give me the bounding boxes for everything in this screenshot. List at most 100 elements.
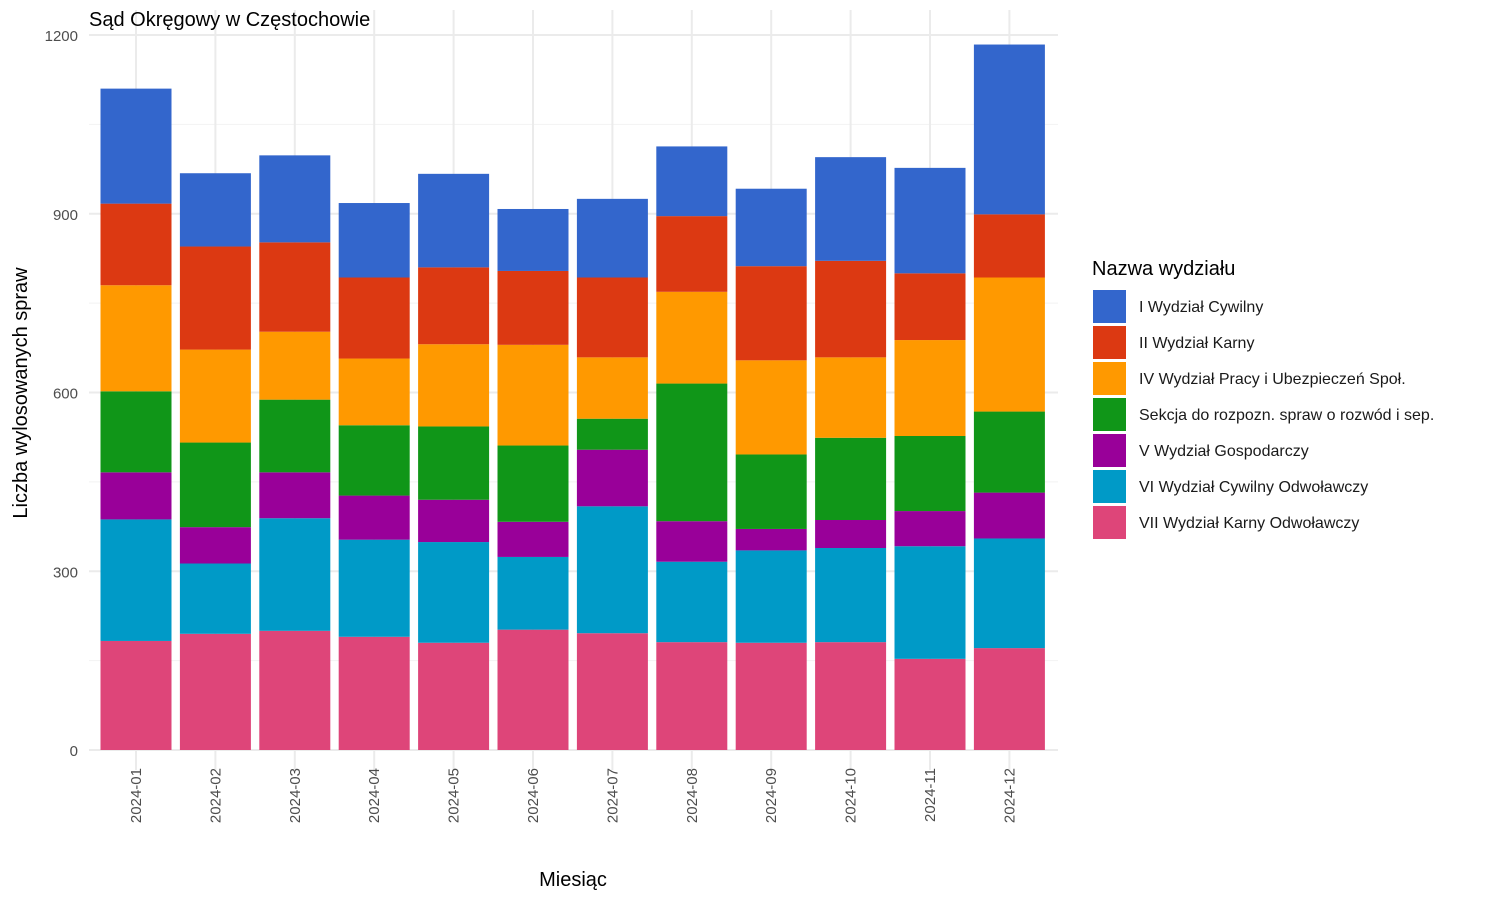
bar-segment	[418, 173, 490, 268]
bar-segment	[418, 267, 490, 345]
x-tick-label: 2024-01	[128, 768, 145, 823]
bar-segment	[815, 520, 887, 549]
bar-segment	[338, 539, 410, 637]
y-tick-label: 900	[53, 207, 78, 224]
x-tick-label: 2024-09	[763, 768, 780, 823]
bar-segment	[735, 528, 807, 551]
y-axis-title: Liczba wylosowanych spraw	[10, 267, 32, 519]
x-tick-label: 2024-07	[604, 768, 621, 823]
bar-segment	[418, 426, 490, 500]
bar-segment	[656, 216, 728, 292]
bar-segment	[973, 277, 1045, 412]
bar-segment	[418, 642, 490, 750]
bar-segment	[179, 633, 251, 750]
bar-segment	[497, 556, 569, 630]
bar-segment	[259, 472, 331, 519]
bar-segment	[497, 344, 569, 446]
bar-segment	[259, 242, 331, 332]
bar-segment	[973, 44, 1045, 215]
bar-segment	[338, 425, 410, 496]
bar-segment	[815, 157, 887, 261]
bar-segment	[497, 208, 569, 271]
bar-segment	[576, 633, 648, 750]
x-tick-label: 2024-04	[366, 768, 383, 823]
bar-segment	[338, 203, 410, 278]
legend-label: VII Wydział Karny Odwoławczy	[1139, 515, 1359, 532]
legend-swatch	[1093, 434, 1126, 467]
legend-swatch	[1093, 470, 1126, 503]
bar-segment	[338, 358, 410, 426]
legend-label: IV Wydział Pracy i Ubezpieczeń Społ.	[1139, 371, 1406, 388]
legend: Nazwa wydziału I Wydział Cywilny II Wydzi…	[1092, 258, 1434, 539]
x-axis-ticks: 2024-01 2024-02 2024-03 2024-04 2024-05 2024-…	[128, 768, 1018, 823]
chart-title: Sąd Okręgowy w Częstochowie	[89, 9, 370, 31]
x-tick-label: 2024-11	[922, 768, 939, 822]
x-tick-label: 2024-10	[843, 768, 860, 823]
bar-segment	[100, 640, 172, 750]
bar-segment	[973, 214, 1045, 278]
legend-label: VI Wydział Cywilny Odwoławczy	[1139, 479, 1368, 496]
bar-segment	[100, 203, 172, 286]
bar-segment	[656, 642, 728, 750]
bar-segment	[100, 472, 172, 520]
y-tick-label: 300	[53, 564, 78, 581]
x-tick-label: 2024-08	[684, 768, 701, 823]
bar-segment	[815, 548, 887, 643]
bar-segment	[576, 506, 648, 634]
bar-segment	[497, 445, 569, 522]
bar-segment	[973, 648, 1045, 750]
bar-segment	[894, 511, 966, 547]
bar-segment	[338, 636, 410, 750]
bar-segment	[656, 521, 728, 562]
bar-segment	[100, 285, 172, 392]
bar-segment	[656, 561, 728, 643]
bar-segment	[735, 360, 807, 455]
bar-segment	[179, 173, 251, 247]
bar-segment	[259, 399, 331, 473]
bar-segment	[338, 495, 410, 540]
bar-segment	[259, 155, 331, 243]
bar-segment	[179, 349, 251, 443]
bar-segment	[576, 198, 648, 278]
bar-segment	[259, 630, 331, 750]
bar-segment	[894, 435, 966, 512]
bar-segment	[259, 518, 331, 631]
bar-segment	[179, 527, 251, 564]
bars	[100, 44, 1045, 750]
legend-swatch	[1093, 506, 1126, 539]
bar-segment	[497, 521, 569, 557]
bar-segment	[894, 658, 966, 750]
legend-swatch	[1093, 398, 1126, 431]
bar-segment	[418, 344, 490, 427]
x-tick-label: 2024-03	[287, 768, 304, 823]
bar-segment	[576, 418, 648, 450]
bar-segment	[259, 331, 331, 400]
legend-label: Sekcja do rozpozn. spraw o rozwód i sep.	[1139, 407, 1434, 424]
bar-segment	[418, 542, 490, 643]
bar-segment	[576, 357, 648, 419]
bar-segment	[894, 167, 966, 274]
bar-segment	[973, 492, 1045, 539]
bar-segment	[735, 454, 807, 529]
bar-segment	[815, 260, 887, 358]
bar-segment	[418, 499, 490, 543]
bar-segment	[735, 188, 807, 267]
bar-segment	[735, 550, 807, 643]
bar-segment	[735, 266, 807, 361]
y-tick-label: 0	[70, 743, 78, 760]
bar-segment	[179, 246, 251, 350]
bar-segment	[656, 383, 728, 522]
bar-segment	[656, 146, 728, 217]
bar-segment	[815, 642, 887, 750]
bar-segment	[973, 538, 1045, 649]
bar-segment	[815, 357, 887, 438]
x-tick-label: 2024-12	[1001, 768, 1018, 823]
y-tick-label: 1200	[45, 28, 78, 45]
x-tick-label: 2024-06	[525, 768, 542, 823]
bar-segment	[894, 273, 966, 341]
bar-segment	[894, 340, 966, 436]
bar-segment	[973, 411, 1045, 493]
legend-swatch	[1093, 362, 1126, 395]
y-axis-ticks: 0 300 600 900 1200	[45, 28, 78, 760]
bar-segment	[179, 442, 251, 528]
